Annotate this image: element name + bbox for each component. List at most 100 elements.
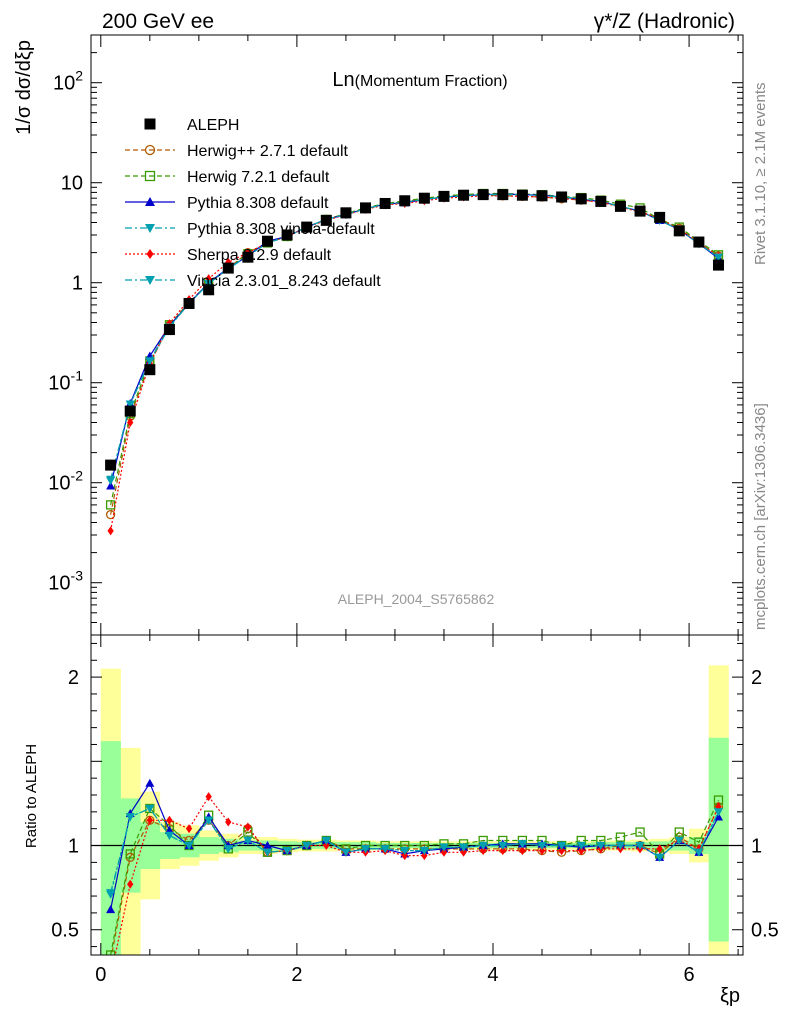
ratio-panel: 0.5 0.5 1 1 2 2 0 2 4 6	[51, 634, 779, 986]
ratio-point-4-2	[146, 815, 153, 825]
ratio-xtick-label: 6	[684, 964, 695, 986]
legend-label-5: Sherpa 2.2.9 default	[187, 247, 332, 264]
ratio-point-5-28	[655, 853, 665, 862]
ratio-point-2-8	[262, 841, 272, 850]
ratio-point-4-3	[166, 815, 173, 825]
ratio-ylabel: Ratio to ALEPH	[23, 744, 40, 848]
ratio-point-5-13	[361, 845, 371, 854]
ratio-point-4-17	[440, 847, 448, 857]
ratio-point-5-25	[596, 841, 606, 851]
main-point-0-5	[203, 284, 215, 296]
ratio-point-5-31	[713, 808, 723, 817]
ratio-point-4-15	[401, 851, 408, 861]
ratio-series-line-1	[110, 799, 720, 955]
main-point-0-30	[693, 236, 705, 248]
ratio-point-4-5	[205, 792, 212, 802]
ratio-point-4-21	[519, 846, 526, 856]
legend: ALEPH Herwig++ 2.7.1 default Herwig 7.2.1 …	[125, 117, 381, 290]
main-point-0-3	[163, 324, 175, 336]
ratio-xlabel: ξp	[720, 985, 740, 1007]
ratio-ytick-label: 0.5	[51, 920, 79, 942]
ratio-point-5-10	[302, 841, 312, 851]
ratio-point-4-18	[460, 847, 467, 857]
main-point-0-31	[712, 259, 724, 271]
ratio-point-5-26	[615, 841, 625, 851]
ratio-point-5-11	[321, 836, 331, 845]
ratio-point-5-7	[243, 836, 253, 845]
ratio-point-2-0	[106, 905, 116, 914]
main-point-0-18	[458, 189, 470, 201]
ratio-point-5-21	[517, 840, 527, 849]
main-point-0-8	[261, 235, 273, 247]
main-series-line-1	[110, 194, 719, 515]
ratio-point-5-6	[223, 845, 233, 854]
ratio-point-5-3	[164, 831, 174, 840]
ratio-point-2-31	[713, 812, 723, 821]
ratio-point-5-20	[498, 841, 508, 851]
ratio-point-1-1	[125, 849, 135, 859]
main-point-0-11	[320, 214, 332, 226]
ratio-xtick-label: 4	[487, 964, 498, 986]
ratio-point-5-18	[459, 843, 469, 852]
legend-marker-0	[144, 118, 156, 130]
main-point-0-17	[438, 190, 450, 202]
ratio-point-4-7	[244, 822, 252, 832]
ratio-point-5-8	[262, 848, 272, 857]
ratio-data	[91, 665, 743, 981]
legend-label-1: Herwig++ 2.7.1 default	[187, 143, 349, 160]
main-point-0-23	[556, 191, 568, 203]
ratio-point-5-9	[282, 846, 292, 856]
ratio-point-4-0	[107, 972, 113, 981]
main-point-0-15	[399, 195, 411, 207]
main-point-0-12	[340, 207, 352, 219]
main-ytick-label: 10-1	[48, 368, 83, 395]
main-point-0-29	[673, 225, 685, 237]
main-point-0-26	[614, 200, 626, 212]
legend-label-3: Pythia 8.308 default	[187, 195, 329, 212]
ratio-point-5-27	[635, 841, 645, 851]
ratio-point-4-4	[185, 824, 193, 834]
ratio-inner-band	[100, 741, 121, 955]
ratio-point-2-2	[145, 778, 155, 787]
main-ytick-label: 102	[53, 68, 83, 95]
main-ylabel: 1/σ dσ/dξp	[13, 40, 35, 135]
main-point-0-20	[497, 189, 509, 201]
main-title: Ln(Momentum Fraction)	[332, 69, 507, 91]
main-point-6-2	[145, 357, 155, 366]
main-point-0-28	[654, 211, 666, 223]
mcplots-label: mcplots.cern.ch [arXiv:1306.3436]	[752, 403, 769, 630]
main-point-0-7	[242, 251, 254, 263]
main-point-0-2	[144, 364, 156, 376]
main-series-line-2	[110, 192, 719, 506]
main-title-sub: (Momentum Fraction)	[355, 73, 508, 90]
ratio-point-5-23	[557, 841, 567, 851]
legend-marker-4	[145, 224, 155, 233]
ratio-point-4-19	[480, 846, 487, 856]
analysis-tag: ALEPH_2004_S5765862	[338, 591, 495, 607]
main-panel: 10-3 10-2 10-1 1 10 102	[48, 34, 744, 636]
main-title-ln: Ln	[332, 69, 354, 91]
main-point-0-14	[379, 197, 391, 209]
ratio-ytick-label: 2	[68, 667, 79, 689]
main-point-5-0	[107, 526, 114, 536]
legend-marker-2	[144, 170, 156, 182]
ratio-point-4-24	[578, 846, 585, 856]
rivet-label: Rivet 3.1.10, ≥ 2.1M events	[752, 83, 769, 266]
main-point-0-25	[595, 195, 607, 207]
main-point-6-0	[106, 476, 116, 486]
main-series-line-5	[110, 195, 719, 532]
main-ytick-label: 10-3	[48, 568, 83, 595]
header-left: 200 GeV ee	[102, 10, 214, 33]
ratio-point-4-20	[499, 846, 506, 856]
ratio-ytick-label: 1	[68, 836, 79, 858]
ratio-point-4-11	[323, 841, 330, 851]
main-point-2-0	[105, 500, 116, 510]
legend-label-4: Pythia 8.308 vincia-default	[187, 221, 375, 238]
main-point-0-6	[222, 262, 234, 274]
legend-marker-5	[146, 249, 154, 259]
ratio-point-5-5	[204, 816, 214, 825]
ratio-point-5-17	[439, 843, 449, 852]
main-point-0-0	[105, 459, 117, 471]
ratio-point-5-16	[419, 846, 429, 856]
main-point-0-10	[301, 221, 313, 233]
